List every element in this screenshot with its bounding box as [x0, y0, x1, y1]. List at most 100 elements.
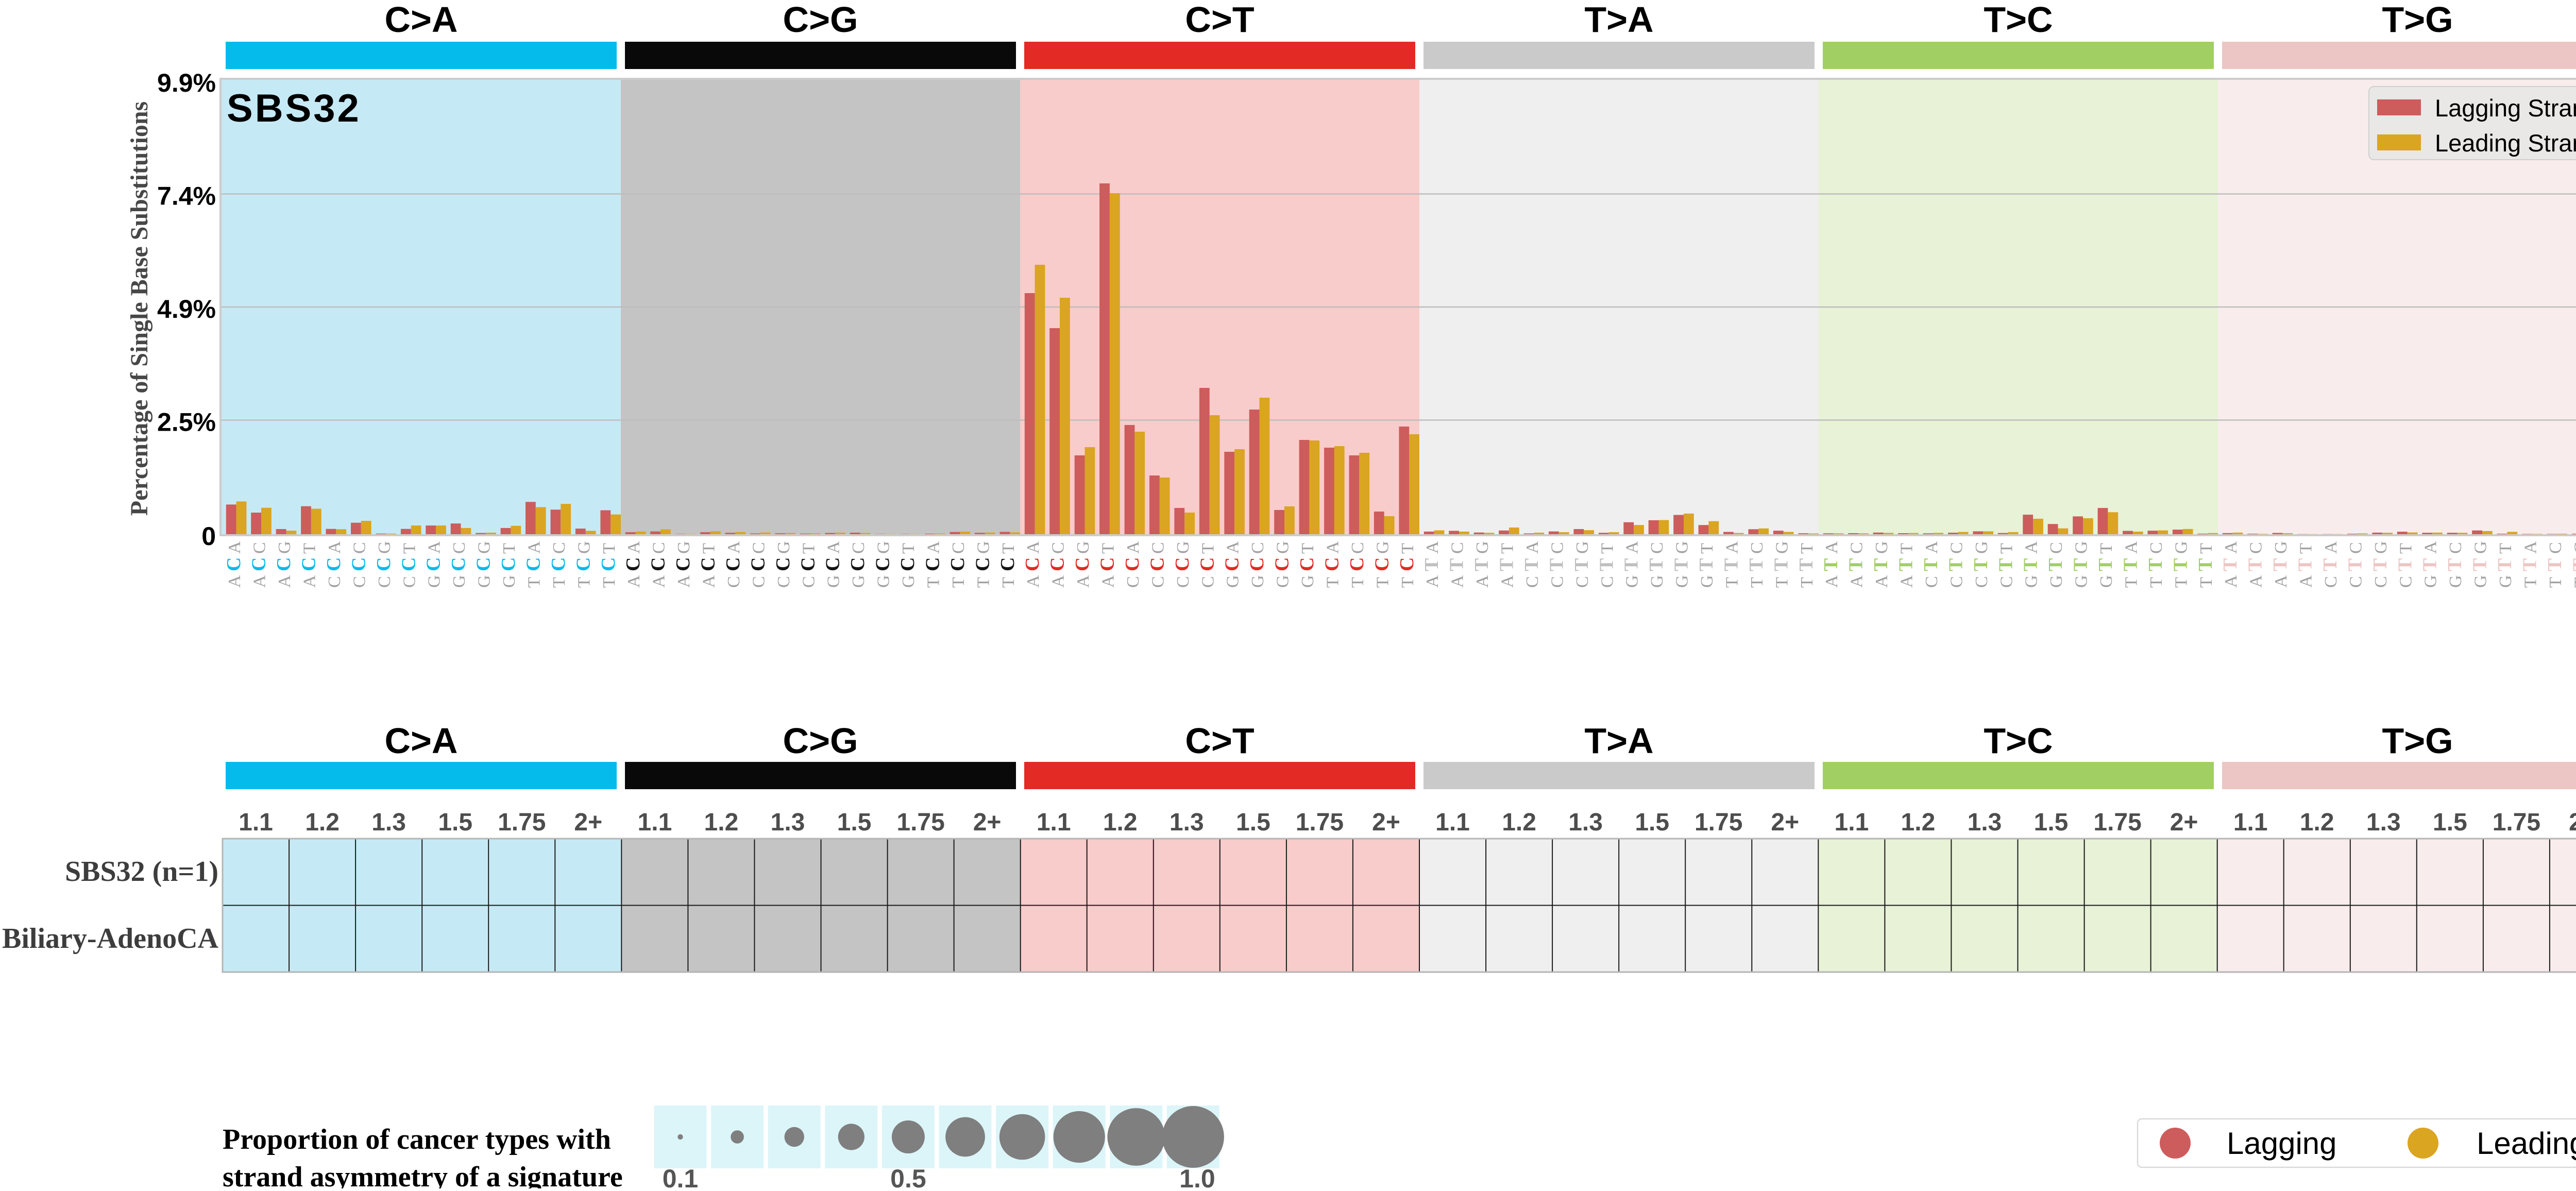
svg-text:1.5: 1.5	[1635, 809, 1669, 836]
svg-text:TTT: TTT	[2195, 543, 2216, 588]
svg-text:Leading Strand: Leading Strand	[2435, 129, 2576, 157]
svg-text:GTC: GTC	[1646, 542, 1667, 588]
svg-text:1.1: 1.1	[1037, 809, 1071, 836]
svg-text:4.9%: 4.9%	[157, 295, 216, 324]
svg-text:GCG: GCG	[473, 541, 495, 588]
svg-text:1.1: 1.1	[239, 809, 273, 836]
svg-text:CTT: CTT	[1596, 543, 1617, 588]
svg-text:ACA: ACA	[223, 541, 245, 588]
svg-text:7.4%: 7.4%	[157, 182, 216, 211]
svg-text:TTA: TTA	[2120, 541, 2142, 588]
svg-text:2+: 2+	[2569, 809, 2576, 836]
svg-text:ACA: ACA	[1022, 541, 1043, 588]
svg-text:Percentage of Single Base Subs: Percentage of Single Base Substitutions	[126, 101, 153, 516]
svg-text:TTC: TTC	[2145, 542, 2166, 588]
svg-text:C>T: C>T	[1185, 0, 1254, 40]
svg-text:GTG: GTG	[2070, 541, 2092, 588]
svg-text:GTG: GTG	[1671, 541, 1692, 588]
svg-text:CCA: CCA	[722, 541, 744, 588]
svg-text:TCT: TCT	[1396, 543, 1418, 588]
svg-text:1.1: 1.1	[1435, 809, 1470, 836]
svg-text:CTA: CTA	[1521, 541, 1543, 588]
svg-text:ACC: ACC	[1047, 542, 1069, 588]
svg-text:CTC: CTC	[1546, 542, 1567, 588]
svg-text:C>G: C>G	[783, 0, 858, 40]
svg-text:GCG: GCG	[1272, 541, 1293, 588]
svg-text:CTC: CTC	[2344, 542, 2366, 588]
svg-text:0: 0	[201, 522, 216, 551]
svg-text:0.1: 0.1	[663, 1164, 699, 1188]
svg-text:2.5%: 2.5%	[157, 408, 216, 437]
svg-text:1.2: 1.2	[704, 809, 739, 836]
svg-text:CTT: CTT	[1995, 543, 2016, 588]
svg-text:GCT: GCT	[1296, 543, 1318, 588]
svg-text:GTG: GTG	[2469, 541, 2491, 588]
svg-text:ATG: ATG	[1471, 541, 1493, 588]
svg-text:TTA: TTA	[1721, 541, 1742, 588]
svg-text:TTA: TTA	[2519, 541, 2541, 588]
svg-text:CCA: CCA	[323, 541, 345, 588]
svg-text:TTC: TTC	[2544, 542, 2566, 588]
svg-text:1.5: 1.5	[1236, 809, 1270, 836]
svg-text:CCA: CCA	[1122, 541, 1143, 588]
svg-text:2+: 2+	[2170, 809, 2198, 836]
svg-text:C>T: C>T	[1185, 721, 1254, 761]
svg-text:Leading: Leading	[2477, 1126, 2576, 1161]
svg-text:Biliary-AdenoCA: Biliary-AdenoCA	[2, 923, 219, 955]
svg-text:T>C: T>C	[1984, 721, 2053, 761]
svg-text:GCA: GCA	[1222, 541, 1243, 588]
svg-text:GTA: GTA	[2020, 541, 2042, 588]
svg-text:CCT: CCT	[1196, 543, 1218, 588]
svg-text:GTC: GTC	[2045, 542, 2066, 588]
svg-text:CCG: CCG	[1172, 541, 1193, 588]
svg-text:CCT: CCT	[797, 543, 819, 588]
svg-text:Proportion of cancer types wit: Proportion of cancer types with	[223, 1124, 611, 1155]
svg-text:Lagging: Lagging	[2227, 1126, 2337, 1161]
svg-text:1.3: 1.3	[1568, 809, 1603, 836]
svg-text:TCT: TCT	[598, 543, 619, 588]
svg-text:1.5: 1.5	[837, 809, 872, 836]
svg-text:ACC: ACC	[648, 542, 669, 588]
svg-text:CCG: CCG	[373, 541, 395, 588]
svg-text:GTT: GTT	[1696, 543, 1717, 588]
svg-text:TCT: TCT	[997, 543, 1019, 588]
svg-text:TCG: TCG	[1371, 541, 1393, 588]
svg-text:CTG: CTG	[2369, 541, 2391, 588]
svg-text:CCC: CCC	[1146, 542, 1168, 588]
svg-text:ATG: ATG	[1870, 541, 1892, 588]
svg-text:GCT: GCT	[498, 543, 519, 588]
svg-text:ATC: ATC	[2245, 542, 2266, 588]
svg-text:ACT: ACT	[1097, 543, 1118, 588]
svg-text:TCG: TCG	[972, 541, 993, 588]
svg-text:TCC: TCC	[1346, 542, 1368, 588]
svg-text:1.3: 1.3	[771, 809, 805, 836]
svg-text:1.1: 1.1	[1835, 809, 1869, 836]
svg-text:T>G: T>G	[2382, 0, 2453, 40]
svg-text:TTG: TTG	[2170, 541, 2191, 588]
svg-text:1.1: 1.1	[2233, 809, 2268, 836]
svg-text:1.5: 1.5	[438, 809, 472, 836]
svg-text:2+: 2+	[574, 809, 602, 836]
svg-text:1.3: 1.3	[371, 809, 406, 836]
svg-text:CCT: CCT	[398, 543, 419, 588]
svg-text:GCG: GCG	[872, 541, 894, 588]
svg-text:ATT: ATT	[1496, 543, 1518, 588]
svg-text:1.0: 1.0	[1179, 1164, 1215, 1188]
svg-text:T>C: T>C	[1984, 0, 2053, 40]
svg-text:GCC: GCC	[1246, 542, 1268, 588]
svg-text:GTC: GTC	[2444, 542, 2466, 588]
svg-text:1.1: 1.1	[638, 809, 672, 836]
svg-text:GTT: GTT	[2494, 543, 2516, 588]
svg-text:TTG: TTG	[1770, 541, 1792, 588]
svg-text:GTA: GTA	[1621, 541, 1642, 588]
svg-text:ATA: ATA	[1820, 541, 1842, 588]
svg-text:1.75: 1.75	[498, 809, 546, 836]
svg-text:1.3: 1.3	[1968, 809, 2002, 836]
svg-text:CTA: CTA	[2319, 541, 2341, 588]
svg-text:1.75: 1.75	[896, 809, 944, 836]
svg-text:1.75: 1.75	[1296, 809, 1344, 836]
svg-text:GTT: GTT	[2095, 543, 2116, 588]
svg-text:TCC: TCC	[947, 542, 969, 588]
svg-text:9.9%: 9.9%	[157, 69, 216, 97]
svg-text:Lagging Strand: Lagging Strand	[2435, 94, 2576, 122]
